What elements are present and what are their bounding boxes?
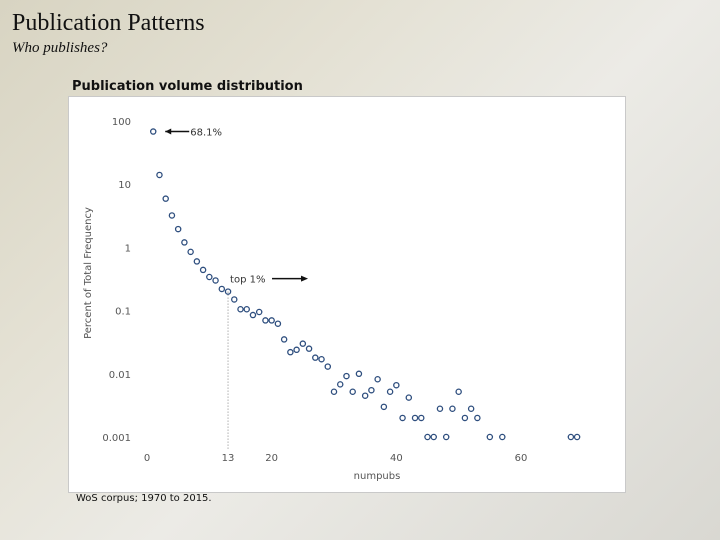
y-tick-label: 0.01 bbox=[109, 370, 131, 381]
data-point bbox=[361, 392, 369, 399]
y-tick-label: 0.1 bbox=[115, 307, 131, 318]
data-point bbox=[149, 128, 157, 135]
data-point bbox=[156, 171, 163, 179]
data-point bbox=[430, 433, 437, 441]
footnote: WoS corpus; 1970 to 2015. bbox=[76, 493, 212, 504]
data-point bbox=[243, 306, 250, 313]
data-point bbox=[255, 308, 263, 316]
data-point bbox=[411, 414, 419, 422]
data-point bbox=[305, 345, 313, 352]
y-tick-label: 0.001 bbox=[102, 433, 131, 444]
data-point bbox=[224, 288, 232, 295]
data-point bbox=[218, 285, 226, 293]
data-point bbox=[330, 388, 338, 395]
data-point bbox=[287, 348, 294, 356]
chart-panel: 100 10 1 0.1 0.01 0.001 0 20 40 60 13 68.1% top 1%… bbox=[68, 96, 626, 493]
data-point bbox=[324, 363, 332, 370]
data-point bbox=[386, 388, 394, 395]
data-point bbox=[274, 320, 282, 327]
data-point bbox=[393, 381, 400, 389]
data-point bbox=[268, 317, 275, 324]
x-tick-label: 60 bbox=[515, 453, 528, 464]
data-point bbox=[162, 195, 169, 202]
data-point bbox=[442, 433, 450, 441]
data-point bbox=[168, 212, 176, 219]
data-point bbox=[567, 433, 575, 441]
data-points bbox=[149, 128, 581, 441]
tick-labels: 100 10 1 0.1 0.01 0.001 0 20 40 60 bbox=[102, 117, 527, 464]
data-point bbox=[499, 433, 506, 441]
data-point bbox=[206, 273, 213, 281]
data-point bbox=[212, 277, 219, 284]
reference-line-label: 13 bbox=[222, 453, 235, 464]
data-point bbox=[193, 258, 201, 265]
y-axis-label: Percent of Total Frequency bbox=[83, 207, 94, 339]
data-point bbox=[461, 414, 469, 422]
data-point bbox=[262, 317, 269, 324]
annotation-arrow-head bbox=[165, 128, 172, 135]
data-point bbox=[455, 388, 462, 395]
slide-subtitle: Who publishes? bbox=[12, 40, 108, 56]
data-point bbox=[405, 394, 413, 401]
data-point bbox=[181, 239, 188, 246]
data-point bbox=[349, 388, 356, 395]
y-tick-label: 100 bbox=[112, 117, 131, 128]
slide-title: Publication Patterns bbox=[12, 10, 205, 36]
data-point bbox=[312, 354, 319, 361]
chart-title: Publication volume distribution bbox=[72, 79, 303, 94]
data-point bbox=[449, 405, 456, 412]
data-point bbox=[187, 248, 194, 256]
data-point bbox=[299, 340, 307, 347]
annotation-label: 68.1% bbox=[190, 128, 222, 139]
data-point bbox=[467, 405, 475, 412]
data-point bbox=[418, 414, 425, 422]
reference-line-group: 13 bbox=[222, 291, 235, 464]
data-point bbox=[573, 433, 581, 441]
data-point bbox=[249, 311, 257, 319]
x-tick-label: 20 bbox=[265, 453, 278, 464]
data-point bbox=[280, 336, 288, 343]
data-point bbox=[424, 433, 431, 441]
scatter-chart: 100 10 1 0.1 0.01 0.001 0 20 40 60 13 68.1% top 1%… bbox=[83, 117, 581, 482]
data-point bbox=[231, 296, 238, 303]
data-point bbox=[380, 403, 388, 411]
annotation-label: top 1% bbox=[230, 275, 265, 286]
data-point bbox=[174, 225, 182, 233]
data-point bbox=[343, 372, 350, 380]
data-point bbox=[436, 405, 444, 412]
x-axis-label: numpubs bbox=[354, 471, 401, 482]
data-point bbox=[355, 370, 363, 378]
data-point bbox=[336, 381, 344, 388]
y-tick-label: 1 bbox=[125, 243, 131, 254]
data-point bbox=[399, 414, 406, 422]
x-tick-label: 0 bbox=[144, 453, 150, 464]
data-point bbox=[368, 386, 375, 394]
data-point bbox=[486, 433, 494, 441]
annotations: 68.1% top 1% bbox=[165, 128, 309, 286]
data-point bbox=[374, 375, 381, 383]
data-point bbox=[474, 414, 481, 422]
data-point bbox=[199, 266, 207, 274]
annotation-arrow-head bbox=[301, 275, 309, 282]
data-point bbox=[237, 306, 244, 313]
data-point bbox=[293, 346, 300, 354]
data-point bbox=[318, 355, 325, 363]
x-tick-label: 40 bbox=[390, 453, 403, 464]
y-tick-label: 10 bbox=[118, 180, 131, 191]
